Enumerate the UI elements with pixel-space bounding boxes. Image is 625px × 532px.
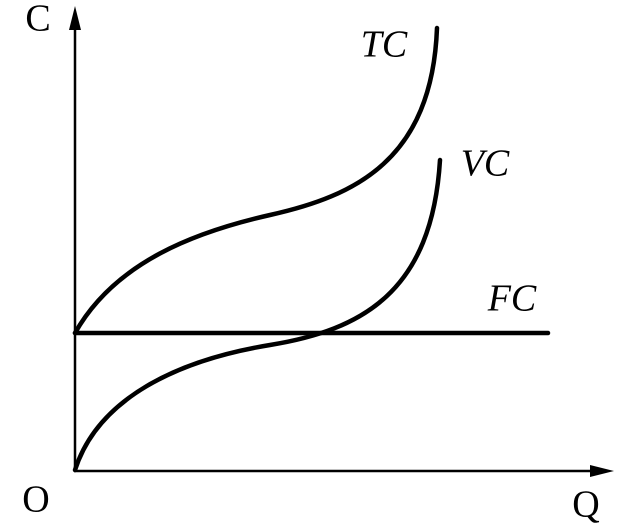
fc-label: FC	[487, 278, 537, 320]
vc-label: VC	[461, 143, 510, 185]
tc-curve	[72, 25, 440, 336]
origin-label: O	[22, 479, 49, 521]
y-axis-label: C	[25, 0, 50, 40]
x-axis-arrow	[590, 465, 614, 477]
x-axis-label: Q	[572, 484, 599, 526]
tc-label: TC	[361, 24, 408, 66]
vc-curve	[72, 157, 443, 473]
y-axis-arrow	[69, 6, 81, 30]
